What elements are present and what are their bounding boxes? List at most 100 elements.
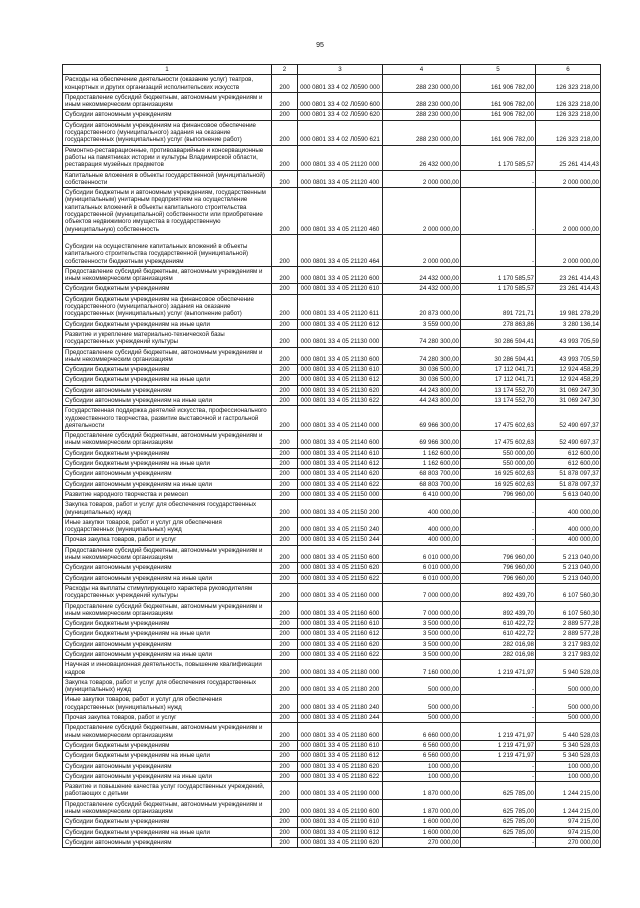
budget-code-cell: 000 0801 33 4 05 21190 610 xyxy=(297,816,383,828)
remaining-amount-cell: 12 924 458,29 xyxy=(535,374,601,386)
remaining-amount-cell: 612 600,00 xyxy=(535,458,601,470)
executed-amount-cell: 550 000,00 xyxy=(460,447,536,460)
budget-code-cell: 000 0801 33 4 05 21180 612 xyxy=(297,750,383,762)
budget-code-cell: 000 0801 33 4 05 21180 620 xyxy=(297,760,383,772)
approved-amount-cell: 500 000,00 xyxy=(382,712,461,724)
executed-amount-cell: - xyxy=(460,760,536,772)
expense-name-cell: Научная и инновационная деятельность, по… xyxy=(62,659,272,678)
expense-name-cell: Предоставление субсидий бюджетным, автон… xyxy=(62,265,272,285)
budget-code-cell: 000 0801 33 4 05 21180 000 xyxy=(297,659,383,678)
expense-name-cell: Ремонтно-реставрационные, противоаварийн… xyxy=(62,144,272,171)
expense-name-cell: Субсидии автономным учреждениям на финан… xyxy=(62,119,272,146)
table-row: Субсидии бюджетным учреждениям на иные ц… xyxy=(62,374,601,386)
table-row: Субсидии бюджетным учреждениям 200 000 080… xyxy=(62,816,601,828)
table-row: Капитальные вложения в объекты государст… xyxy=(62,169,601,189)
executed-amount-cell: 610 422,72 xyxy=(460,618,536,630)
expense-name-cell: Субсидии бюджетным учреждениям xyxy=(62,739,272,752)
remaining-amount-cell: 6 107 560,30 xyxy=(535,600,601,620)
approved-amount-cell: 26 432 000,00 xyxy=(382,144,461,171)
expense-name-cell: Субсидии автономным учреждениям xyxy=(62,760,272,772)
approved-amount-cell: 3 500 000,00 xyxy=(382,638,461,651)
table-row: Прочая закупка товаров, работ и услуг 200… xyxy=(62,712,601,724)
expense-name-cell: Развитие и укрепление материально-технич… xyxy=(62,328,272,348)
remaining-amount-cell: 126 323 218,00 xyxy=(535,109,601,121)
approved-amount-cell: 68 803 700,00 xyxy=(382,468,461,480)
expense-name-cell: Субсидии бюджетным учреждениям xyxy=(62,618,272,630)
table-row: Субсидии бюджетным учреждениям на иные ц… xyxy=(62,750,601,762)
remaining-amount-cell: 126 323 218,00 xyxy=(535,91,601,111)
table-row: Субсидии бюджетным учреждениям на иные ц… xyxy=(62,628,601,640)
line-code-cell: 200 xyxy=(271,816,298,828)
table-row: Субсидии автономным учреждениям на финан… xyxy=(62,119,601,146)
line-code-cell: 200 xyxy=(271,600,298,620)
approved-amount-cell: 288 230 000,00 xyxy=(382,74,461,93)
line-code-cell: 200 xyxy=(271,628,298,640)
approved-amount-cell: 69 966 300,00 xyxy=(382,405,461,432)
expense-name-cell: Предоставление субсидий бюджетным, автон… xyxy=(62,798,272,818)
table-row: Субсидии автономным учреждениям на иные … xyxy=(62,394,601,407)
header-cell: 1 xyxy=(62,63,272,76)
budget-code-cell: 000 0801 33 4 05 21140 600 xyxy=(297,430,383,449)
executed-amount-cell: - xyxy=(460,233,536,267)
remaining-amount-cell: 52 490 697,37 xyxy=(535,430,601,449)
table-row: Предоставление субсидий бюджетным, автон… xyxy=(62,346,601,366)
approved-amount-cell: 6 560 000,00 xyxy=(382,739,461,752)
expense-name-cell: Предоставление субсидий бюджетным, автон… xyxy=(62,430,272,449)
line-code-cell: 200 xyxy=(271,499,298,518)
expense-name-cell: Субсидии автономным учреждениям xyxy=(62,384,272,396)
line-code-cell: 200 xyxy=(271,478,298,490)
remaining-amount-cell: 2 000 000,00 xyxy=(535,187,601,235)
header-cell: 5 xyxy=(460,63,536,76)
expense-name-cell: Расходы на обеспечение деятельности (ока… xyxy=(62,74,272,93)
expense-name-cell: Предоставление субсидий бюджетным, автон… xyxy=(62,91,272,111)
budget-code-cell: 000 0801 33 4 05 21160 622 xyxy=(297,648,383,661)
table-row: Субсидии на осуществление капитальных вл… xyxy=(62,233,601,267)
remaining-amount-cell: 500 000,00 xyxy=(535,712,601,724)
table-row: Иные закупки товаров, работ и услуг для … xyxy=(62,516,601,536)
expense-name-cell: Государственная поддержка деятелей искус… xyxy=(62,405,272,432)
approved-amount-cell: 6 010 000,00 xyxy=(382,562,461,574)
expense-name-cell: Иные закупки товаров, работ и услуг для … xyxy=(62,516,272,536)
executed-amount-cell: 161 906 782,00 xyxy=(460,109,536,121)
expense-name-cell: Субсидии автономным учреждениям xyxy=(62,468,272,480)
remaining-amount-cell: 500 000,00 xyxy=(535,694,601,714)
approved-amount-cell: 7 000 000,00 xyxy=(382,582,461,602)
table-row: Субсидии автономным учреждениям 200 000 08… xyxy=(62,468,601,480)
line-code-cell: 200 xyxy=(271,265,298,285)
table-row: Субсидии бюджетным и автономным учрежден… xyxy=(62,187,601,235)
executed-amount-cell: - xyxy=(460,534,536,546)
remaining-amount-cell: 52 490 697,37 xyxy=(535,405,601,432)
budget-code-cell: 000 0801 33 4 05 21120 460 xyxy=(297,187,383,235)
line-code-cell: 200 xyxy=(271,283,298,295)
line-code-cell: 200 xyxy=(271,458,298,470)
remaining-amount-cell: 100 000,00 xyxy=(535,760,601,772)
line-code-cell: 200 xyxy=(271,364,298,376)
line-code-cell: 200 xyxy=(271,562,298,574)
approved-amount-cell: 74 280 300,00 xyxy=(382,328,461,348)
approved-amount-cell: 500 000,00 xyxy=(382,676,461,696)
executed-amount-cell: - xyxy=(460,836,536,849)
line-code-cell: 200 xyxy=(271,582,298,602)
approved-amount-cell: 500 000,00 xyxy=(382,694,461,714)
budget-code-cell: 000 0801 33 4 05 21190 620 xyxy=(297,836,383,849)
line-code-cell: 200 xyxy=(271,648,298,661)
executed-amount-cell: 625 785,00 xyxy=(460,781,536,800)
expense-name-cell: Субсидии бюджетным учреждениям xyxy=(62,816,272,828)
executed-amount-cell: 1 170 585,57 xyxy=(460,265,536,285)
table-row: Субсидии автономным учреждениям 200 000 08… xyxy=(62,638,601,651)
remaining-amount-cell: 6 107 560,30 xyxy=(535,582,601,602)
approved-amount-cell: 44 243 800,00 xyxy=(382,394,461,407)
line-code-cell: 200 xyxy=(271,544,298,564)
executed-amount-cell: 161 906 782,00 xyxy=(460,91,536,111)
budget-code-cell: 000 0801 33 4 05 21160 612 xyxy=(297,628,383,640)
table-row: Субсидии бюджетным учреждениям на иные ц… xyxy=(62,826,601,838)
remaining-amount-cell: 3 217 983,02 xyxy=(535,638,601,651)
budget-code-cell: 000 0801 33 4 05 21190 600 xyxy=(297,798,383,818)
approved-amount-cell: 3 559 000,00 xyxy=(382,318,461,330)
expense-name-cell: Субсидии автономным учреждениям на иные … xyxy=(62,648,272,661)
table-row: Субсидии бюджетным учреждениям 200 000 080… xyxy=(62,447,601,460)
remaining-amount-cell: 100 000,00 xyxy=(535,770,601,783)
remaining-amount-cell: 270 000,00 xyxy=(535,836,601,849)
remaining-amount-cell: 5 440 528,03 xyxy=(535,722,601,741)
executed-amount-cell: 610 422,72 xyxy=(460,628,536,640)
